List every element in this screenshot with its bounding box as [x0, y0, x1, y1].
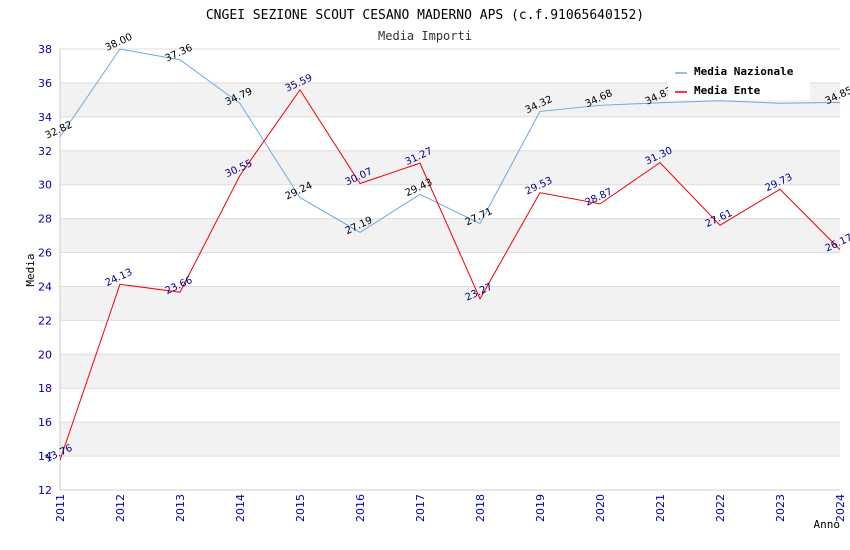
x-tick-label: 2013 — [174, 494, 187, 522]
plot-band — [60, 354, 840, 389]
y-axis-ticks: 12 14 16 18 20 22 24 26 28 30 32 34 36 38 — [38, 43, 52, 497]
plot-band — [60, 320, 840, 355]
x-tick-label: 2015 — [294, 494, 307, 522]
x-tick-label: 2020 — [594, 494, 607, 522]
x-tick-label: 2018 — [474, 494, 487, 522]
x-tick-label: 2017 — [414, 494, 427, 522]
y-tick-label: 12 — [38, 484, 52, 497]
series-line-media-ente — [59, 88, 841, 461]
legend-label-media-ente: Media Ente — [694, 84, 761, 97]
series-lines — [59, 48, 841, 461]
x-tick-label: 2014 — [234, 494, 247, 522]
y-tick-label: 34 — [38, 111, 52, 124]
plot-band — [60, 456, 840, 490]
plot-band — [60, 388, 840, 423]
y-tick-label: 36 — [38, 77, 52, 90]
y-tick-label: 14 — [38, 450, 52, 463]
y-tick-label: 28 — [38, 213, 52, 226]
legend-background — [668, 62, 810, 100]
x-tick-label: 2022 — [714, 494, 727, 522]
plot-band — [60, 150, 840, 185]
series-line-media-nazionale — [59, 48, 841, 233]
x-axis-title: Anno — [814, 518, 841, 531]
plot-band — [60, 422, 840, 457]
chart-subtitle: Media Importi — [378, 29, 472, 43]
plot-band — [60, 116, 840, 151]
x-tick-label: 2012 — [114, 494, 127, 522]
x-tick-label: 2023 — [774, 494, 787, 522]
plot-band — [60, 218, 840, 253]
x-tick-label: 2019 — [534, 494, 547, 522]
y-tick-label: 30 — [38, 179, 52, 192]
y-axis-title: Media — [24, 253, 37, 286]
y-tick-label: 26 — [38, 247, 52, 260]
x-tick-label: 2016 — [354, 494, 367, 522]
y-tick-label: 20 — [38, 348, 52, 361]
plot-band — [60, 184, 840, 219]
x-tick-label: 2011 — [54, 494, 67, 522]
y-tick-label: 22 — [38, 314, 52, 327]
y-tick-label: 38 — [38, 43, 52, 56]
y-tick-label: 24 — [38, 280, 52, 293]
x-tick-label: 2024 — [834, 494, 847, 522]
plot-band — [60, 286, 840, 321]
legend: Media Nazionale Media Ente — [668, 62, 810, 100]
plot-background-bands — [60, 49, 840, 490]
legend-label-media-nazionale: Media Nazionale — [694, 65, 794, 78]
y-tick-label: 16 — [38, 416, 52, 429]
y-tick-label: 18 — [38, 382, 52, 395]
x-tick-label: 2021 — [654, 494, 667, 522]
plot-band — [60, 252, 840, 287]
x-axis-ticks: 2011 2012 2013 2014 2015 2016 2017 2018 2019 2020… — [54, 494, 847, 522]
y-tick-label: 32 — [38, 145, 52, 158]
chart-title: CNGEI SEZIONE SCOUT CESANO MADERNO APS (… — [206, 8, 644, 23]
